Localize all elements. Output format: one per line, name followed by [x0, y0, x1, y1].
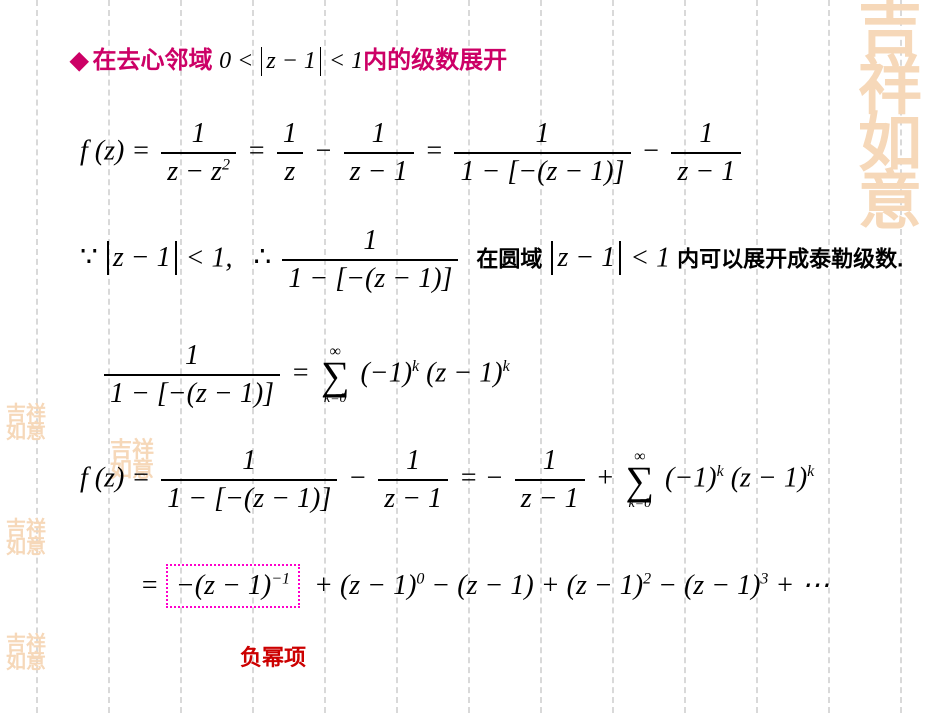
- therefore-symbol: ∴: [254, 240, 272, 274]
- equation-1: f (z) = 1z − z2 = 1z − 1z − 1 = 11 − [−(…: [80, 118, 910, 188]
- eq1-num3: 1: [344, 118, 414, 154]
- slide: { "background_color":"#ffffff", "gridlin…: [0, 0, 950, 713]
- eq2-cn-end: 内可以展开成泰勒级数.: [677, 246, 903, 271]
- because-symbol: ∵: [80, 240, 98, 274]
- negative-term-label: 负幂项: [240, 640, 306, 672]
- eq4-num2: 1: [378, 445, 448, 481]
- equation-5: = −(z − 1)−1 + (z − 1)0 − (z − 1) + (z −…: [140, 564, 910, 608]
- equation-4: f (z) = 11 − [−(z − 1)] − 1z − 1 = − 1z …: [80, 445, 910, 515]
- eq1-num1: 1: [161, 118, 236, 154]
- eq1-num4: 1: [454, 118, 630, 154]
- equation-2: ∵ z − 1 < 1, ∴ 11 − [−(z − 1)] 在圆域 z − 1…: [80, 225, 910, 295]
- equation-3: 11 − [−(z − 1)] = ∞∑k=0 (−1)k (z − 1)k: [100, 340, 910, 410]
- eq4-num1: 1: [161, 445, 337, 481]
- heading-prefix: 在去心邻域: [92, 47, 212, 74]
- eq4-num3: 1: [515, 445, 585, 481]
- stamp-left-3: 吉祥如意: [6, 635, 46, 671]
- stamp-top-right: 吉祥如意: [830, 0, 950, 230]
- eq1-num5: 1: [671, 118, 741, 154]
- eq1-num2: 1: [277, 118, 303, 154]
- heading: ◆在去心邻域 0 < z − 1 < 1内的级数展开: [70, 40, 507, 76]
- stamp-left-1: 吉祥如意: [6, 405, 46, 441]
- stamp-left-2: 吉祥如意: [6, 520, 46, 556]
- diamond-icon: ◆: [70, 47, 88, 74]
- eq3-num: 1: [104, 340, 280, 376]
- heading-suffix: 内的级数展开: [363, 47, 507, 74]
- eq2-num: 1: [282, 225, 458, 261]
- boxed-negative-term: −(z − 1)−1: [166, 564, 300, 608]
- eq2-cn-mid: 在圆域: [476, 246, 542, 271]
